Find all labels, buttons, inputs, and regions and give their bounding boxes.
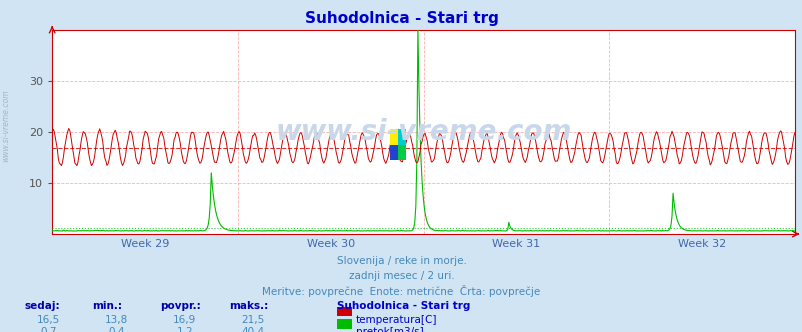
Bar — [390, 145, 406, 160]
Text: povpr.:: povpr.: — [160, 301, 201, 311]
Text: 16,5: 16,5 — [37, 315, 59, 325]
Text: 1,2: 1,2 — [176, 327, 192, 332]
Text: 0,7: 0,7 — [40, 327, 56, 332]
Text: Meritve: povprečne  Enote: metrične  Črta: povprečje: Meritve: povprečne Enote: metrične Črta:… — [262, 285, 540, 297]
Text: 40,4: 40,4 — [241, 327, 264, 332]
Text: Suhodolnica - Stari trg: Suhodolnica - Stari trg — [304, 11, 498, 26]
Text: Slovenija / reke in morje.: Slovenija / reke in morje. — [336, 256, 466, 266]
Text: Suhodolnica - Stari trg: Suhodolnica - Stari trg — [337, 301, 470, 311]
Bar — [390, 129, 406, 145]
Text: min.:: min.: — [92, 301, 122, 311]
Text: zadnji mesec / 2 uri.: zadnji mesec / 2 uri. — [348, 271, 454, 281]
Text: www.si-vreme.com: www.si-vreme.com — [275, 118, 571, 146]
Text: sedaj:: sedaj: — [24, 301, 59, 311]
Text: maks.:: maks.: — [229, 301, 268, 311]
Text: 13,8: 13,8 — [105, 315, 128, 325]
Text: www.si-vreme.com: www.si-vreme.com — [1, 90, 10, 162]
Text: 16,9: 16,9 — [173, 315, 196, 325]
Text: temperatura[C]: temperatura[C] — [355, 315, 436, 325]
Text: 0,4: 0,4 — [108, 327, 124, 332]
Text: pretok[m3/s]: pretok[m3/s] — [355, 327, 423, 332]
Bar — [398, 129, 406, 145]
Bar — [398, 145, 406, 160]
Text: 21,5: 21,5 — [241, 315, 264, 325]
